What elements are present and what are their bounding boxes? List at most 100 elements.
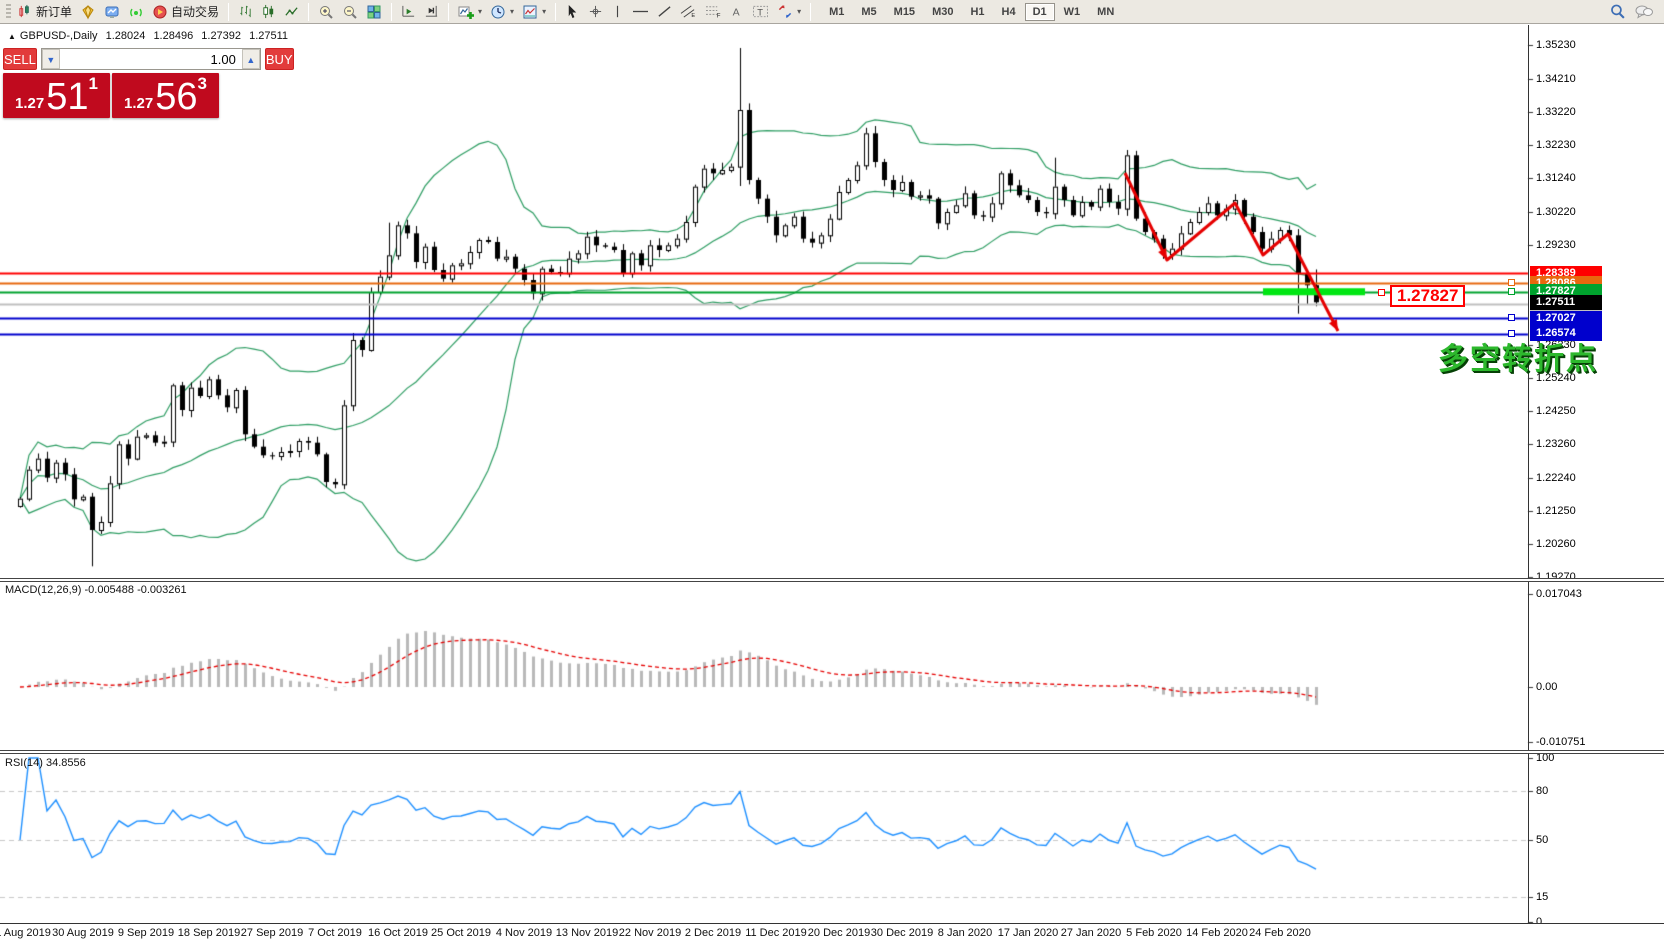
arrows-tool-button[interactable]: ▾ [774,2,804,21]
periods-dropdown-arrow[interactable]: ▾ [510,7,515,16]
svg-text:T: T [757,7,763,17]
timeframe-button-H4[interactable]: H4 [1001,5,1016,18]
text-label-tool-button[interactable]: T [749,2,772,21]
timeframe-button-M15[interactable]: M15 [893,5,916,18]
timeframe-button-M30[interactable]: M30 [932,5,954,18]
annotation-text[interactable]: 多空转折点 [1438,343,1598,376]
low-value: 1.27392 [201,30,242,42]
toolbar-drag-handle[interactable] [6,3,11,20]
volume-input[interactable] [59,49,242,69]
macd-axis-tick: 0.00 [1536,681,1558,693]
indicators-dropdown-arrow[interactable]: ▾ [478,7,483,16]
timeframe-button-D1[interactable]: D1 [1024,2,1055,21]
auto-scroll-button[interactable] [421,2,442,21]
date-axis-label: 8 Jan 2020 [937,927,993,939]
signals-icon [130,8,142,16]
horizontal-line-icon [633,10,649,13]
volume-increase-button[interactable]: ▲ [241,49,260,69]
crosshair-tool-button[interactable] [585,2,606,21]
rsi-axis-tick: 50 [1536,834,1549,846]
fibonacci-tool-button[interactable]: F [702,2,725,21]
text-label-icon: T [753,5,769,17]
timeframe-group: M1 M5 M15 M30 H1 H4 D1 W1 MN [821,2,1122,21]
price-axis-tick: 1.25240 [1536,372,1576,384]
volume-decrease-button[interactable]: ▼ [41,49,60,69]
gem-icon-button[interactable] [77,2,99,22]
market-watch-button[interactable] [101,2,123,22]
channel-tool-button[interactable]: E [677,2,700,21]
rsi-axis-tick: 80 [1536,784,1549,797]
sell-price-panel[interactable]: 1.27 51 1 [3,73,110,118]
date-axis-label: 27 Sep 2019 [240,927,304,939]
date-axis-label: 24 Feb 2020 [1249,927,1311,939]
date-axis-label: 4 Nov 2019 [495,927,553,939]
macd-axis-tick: 0.017043 [1536,588,1582,600]
new-order-label: 新订单 [36,5,73,19]
tile-windows-button[interactable] [363,2,385,22]
collapse-triangle-icon[interactable]: ▲ [8,32,16,41]
trendline-tool-button[interactable] [654,2,675,21]
price-axis-tick: 1.22240 [1536,472,1576,484]
indicators-button[interactable]: ▾ [455,2,485,22]
line-chart-icon [285,7,298,16]
sell-button[interactable]: SELL [3,48,37,70]
arrows-dropdown-arrow[interactable]: ▾ [797,7,802,16]
line-chart-button[interactable] [281,2,302,21]
price-axis-tick: 1.31240 [1536,172,1576,184]
buy-price-big: 56 [155,76,198,118]
gem-icon [82,4,94,20]
line-anchor-handle[interactable] [1508,329,1515,337]
sell-price-big: 51 [46,76,89,118]
chart-header: ▲ GBPUSD-,Daily 1.28024 1.28496 1.27392 1… [8,30,293,42]
equidistant-channel-icon: E [680,5,695,19]
periods-button[interactable]: ▾ [487,2,517,22]
candlestick-icon [263,4,274,19]
price-axis-tick: 1.30220 [1536,206,1576,218]
callout-anchor-handle[interactable] [1378,289,1385,296]
date-axis-label: 18 Sep 2019 [177,927,241,939]
horizontal-line-tool-button[interactable] [629,2,652,21]
date-axis-label: 30 Aug 2019 [52,927,114,939]
clock-icon [491,5,505,18]
price-level-tag: 1.27027 [1530,310,1602,326]
line-anchor-handle[interactable] [1508,279,1515,287]
cursor-icon [568,4,577,19]
buy-price-panel[interactable]: 1.27 56 3 [112,73,219,118]
timeframe-button-H1[interactable]: H1 [970,5,985,18]
macd-rsi-separator[interactable] [0,750,1664,754]
candlestick-chart-button[interactable] [258,2,279,21]
date-axis-label: 20 Dec 2019 [807,927,871,939]
templates-button[interactable]: ▾ [519,2,549,22]
line-anchor-handle[interactable] [1508,314,1515,322]
zoom-out-button[interactable] [339,2,361,22]
templates-dropdown-arrow[interactable]: ▾ [542,7,547,16]
timeframe-button-M5[interactable]: M5 [861,5,877,18]
signals-button[interactable] [125,2,147,22]
bar-chart-button[interactable] [235,2,256,21]
new-order-button[interactable]: 新订单 [15,1,75,22]
main-macd-separator[interactable] [0,578,1664,582]
rsi-label: RSI(14) 34.8556 [5,757,86,769]
line-anchor-handle[interactable] [1508,287,1515,295]
zoom-in-button[interactable] [315,2,337,22]
timeframe-button-MN[interactable]: MN [1097,5,1115,18]
text-tool-button[interactable]: A [727,2,747,21]
vertical-line-tool-button[interactable] [608,2,627,21]
arrows-icon [778,4,792,19]
timeframe-button-W1[interactable]: W1 [1063,5,1081,18]
search-icon[interactable] [1609,3,1626,20]
autotrading-button[interactable]: 自动交易 [149,1,222,22]
zoom-in-icon [320,5,333,19]
buy-price-sup: 3 [197,74,207,93]
timeframe-button-M1[interactable]: M1 [829,5,845,18]
date-axis-label: 17 Jan 2020 [997,927,1059,939]
indicators-icon [458,6,475,19]
chart-shift-button[interactable] [398,2,419,21]
price-callout-label[interactable]: 1.27827 [1390,285,1466,307]
market-icon [105,6,119,18]
buy-button[interactable]: BUY [264,48,294,70]
chat-icon[interactable] [1634,3,1654,20]
cursor-tool-button[interactable] [562,2,583,21]
date-axis-label: 25 Oct 2019 [431,927,491,939]
